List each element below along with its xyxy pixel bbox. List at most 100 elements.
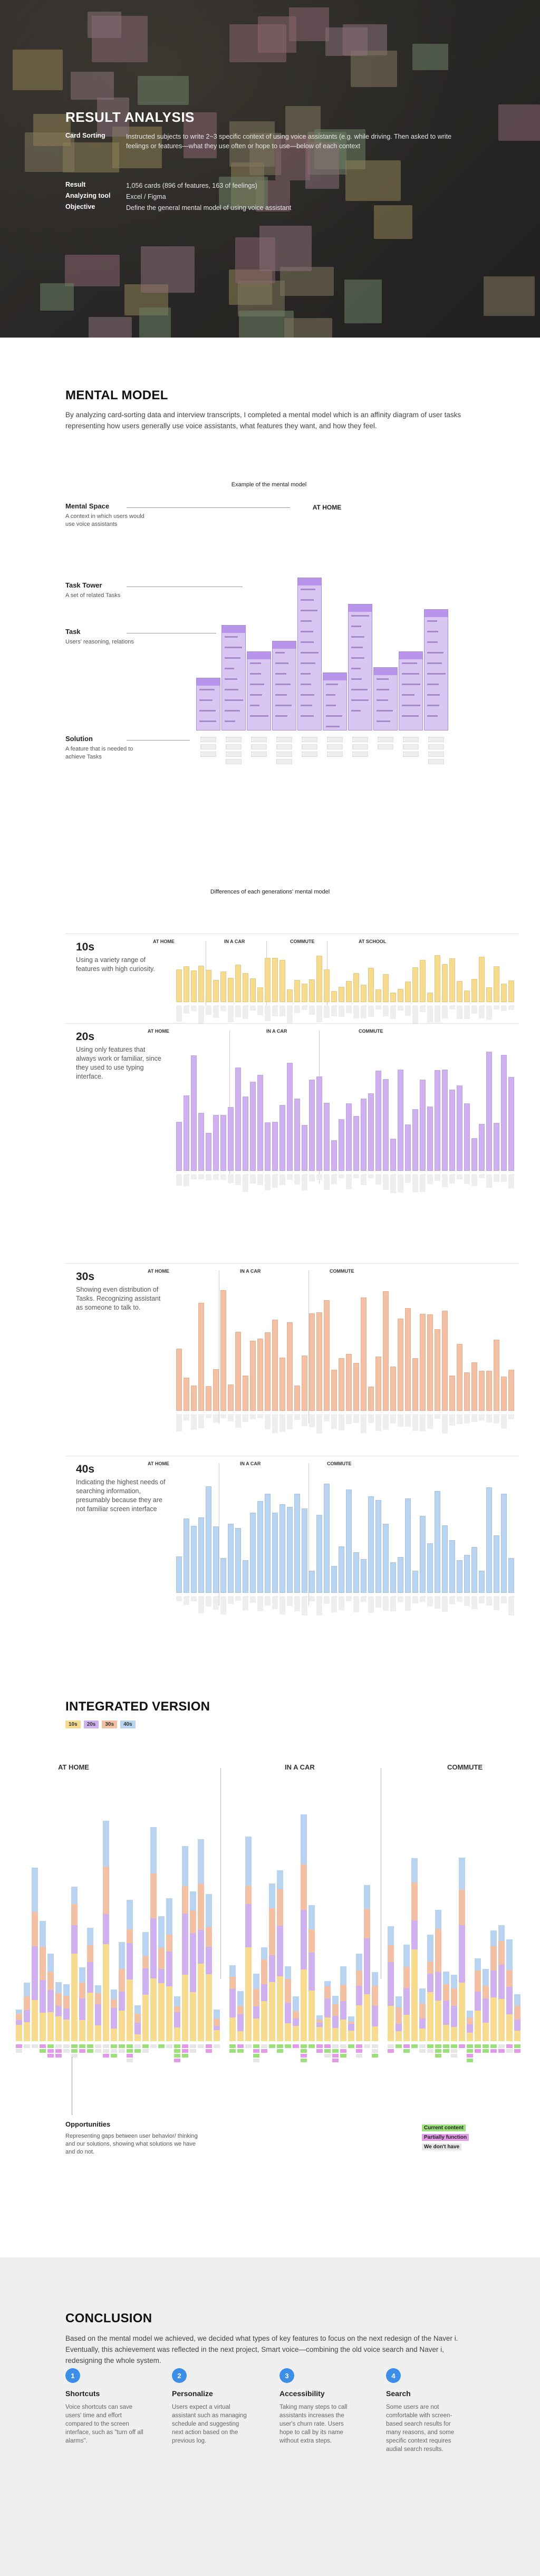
solution-stack bbox=[191, 1174, 197, 1179]
task-text-line bbox=[427, 652, 443, 653]
solution-stack bbox=[243, 1005, 248, 1019]
solution-stack bbox=[176, 1174, 182, 1186]
solution-card bbox=[111, 2054, 117, 2058]
solution-card bbox=[427, 2044, 433, 2048]
solution-stack bbox=[420, 1596, 426, 1602]
solution-stack bbox=[198, 1414, 204, 1428]
task-text-line bbox=[225, 657, 240, 659]
task-text-line bbox=[351, 678, 362, 680]
solution-card bbox=[87, 2044, 93, 2048]
solution-stack bbox=[235, 1174, 241, 1185]
solution-stack bbox=[435, 1596, 440, 1609]
solution-card bbox=[158, 2044, 165, 2048]
solution-card bbox=[506, 2049, 513, 2053]
task-tower bbox=[257, 1339, 263, 1411]
solution-stack bbox=[294, 1596, 300, 1611]
sticky-note bbox=[97, 98, 129, 137]
solution-stack bbox=[206, 1174, 211, 1180]
solution-stack bbox=[412, 1414, 418, 1431]
sticky-note bbox=[305, 142, 339, 189]
solution-card bbox=[285, 2044, 291, 2048]
solution-stack bbox=[457, 1174, 462, 1179]
opportunities-block: Opportunities Representing gaps between … bbox=[65, 2120, 202, 2156]
task-tower bbox=[220, 972, 226, 1002]
task-text-line bbox=[301, 652, 319, 653]
solution-stack bbox=[265, 1174, 271, 1190]
solution-stack bbox=[176, 1005, 182, 1022]
solution-stack bbox=[272, 1005, 278, 1016]
task-tower-segment bbox=[87, 1928, 93, 1945]
integrated-context-car: IN A CAR bbox=[285, 1763, 315, 1771]
solution-stack bbox=[398, 1174, 403, 1193]
task-tower bbox=[405, 982, 411, 1002]
task-tower-segment bbox=[332, 1996, 339, 2004]
solution-stack bbox=[508, 1596, 514, 1616]
solution-card bbox=[276, 759, 292, 764]
solution-card bbox=[229, 2044, 236, 2048]
solution-stack bbox=[213, 1005, 219, 1018]
solution-card bbox=[403, 744, 419, 749]
task-tower bbox=[435, 1070, 440, 1171]
tower-header bbox=[197, 678, 220, 686]
solution-stack bbox=[464, 1596, 470, 1606]
task-tower bbox=[399, 651, 423, 730]
task-tower-segment bbox=[127, 1900, 133, 1929]
task-tower-segment bbox=[356, 2005, 362, 2041]
solution-card bbox=[514, 2044, 520, 2048]
task-tower-segment bbox=[158, 1983, 165, 2041]
solution-card bbox=[261, 2044, 267, 2048]
task-tower-segment bbox=[174, 2012, 180, 2027]
task-text-line bbox=[402, 694, 414, 696]
task-tower bbox=[272, 1513, 278, 1593]
task-tower bbox=[294, 980, 300, 1002]
solution-card bbox=[352, 752, 368, 757]
solution-stack bbox=[457, 1005, 462, 1019]
solution-stack bbox=[427, 1414, 433, 1429]
task-tower bbox=[265, 1122, 271, 1171]
task-tower-segment bbox=[277, 1889, 283, 1926]
solution-card bbox=[182, 2054, 188, 2058]
context-label: AT HOME bbox=[153, 939, 175, 944]
solution-card bbox=[47, 2054, 54, 2058]
solution-card bbox=[251, 737, 267, 742]
task-tower-segment bbox=[388, 1962, 394, 2006]
row-value: Instructed subjects to write 2~3 specifi… bbox=[126, 133, 452, 150]
task-tower-segment bbox=[332, 2016, 339, 2028]
context-label: AT HOME bbox=[148, 1029, 169, 1034]
solution-stack bbox=[316, 1005, 322, 1022]
task-text-line bbox=[250, 715, 268, 717]
solution-card bbox=[134, 2049, 141, 2053]
task-tower bbox=[368, 1387, 374, 1411]
solution-card bbox=[190, 2049, 196, 2053]
task-tower-segment bbox=[459, 1983, 465, 2041]
task-tower bbox=[243, 973, 248, 1002]
task-text-line bbox=[301, 705, 312, 706]
solution-stack bbox=[265, 1596, 271, 1606]
sticky-note bbox=[13, 50, 63, 90]
task-tower-segment bbox=[261, 1959, 267, 1984]
solution-stack bbox=[272, 1596, 278, 1609]
solution-stack bbox=[339, 1005, 344, 1017]
task-tower bbox=[257, 1075, 263, 1171]
solution-card bbox=[443, 2049, 449, 2053]
task-tower bbox=[213, 1369, 219, 1411]
solution-stack bbox=[471, 1174, 477, 1186]
solution-card bbox=[150, 2044, 157, 2048]
task-text-line bbox=[301, 684, 311, 685]
solution-stack bbox=[449, 1596, 455, 1604]
task-tower-segment bbox=[514, 1994, 520, 2006]
step-number: 4 bbox=[386, 2368, 401, 2383]
hero-row-card-sorting: Card Sorting Instructed subjects to writ… bbox=[65, 132, 464, 151]
solution-stack bbox=[228, 1005, 234, 1022]
row-value: 1,056 cards (896 of features, 163 of fee… bbox=[126, 182, 257, 189]
task-tower-segment bbox=[277, 1870, 283, 1889]
tower-header bbox=[425, 610, 448, 617]
sticky-note bbox=[238, 281, 285, 316]
task-tower-segment bbox=[467, 2033, 473, 2041]
step-text: Some users are not comfortable with scre… bbox=[386, 2404, 455, 2453]
task-tower bbox=[309, 1571, 315, 1593]
task-tower bbox=[471, 1362, 477, 1411]
task-tower-segment bbox=[237, 2031, 244, 2041]
solution-stack bbox=[486, 1596, 492, 1606]
solution-card bbox=[200, 744, 216, 749]
